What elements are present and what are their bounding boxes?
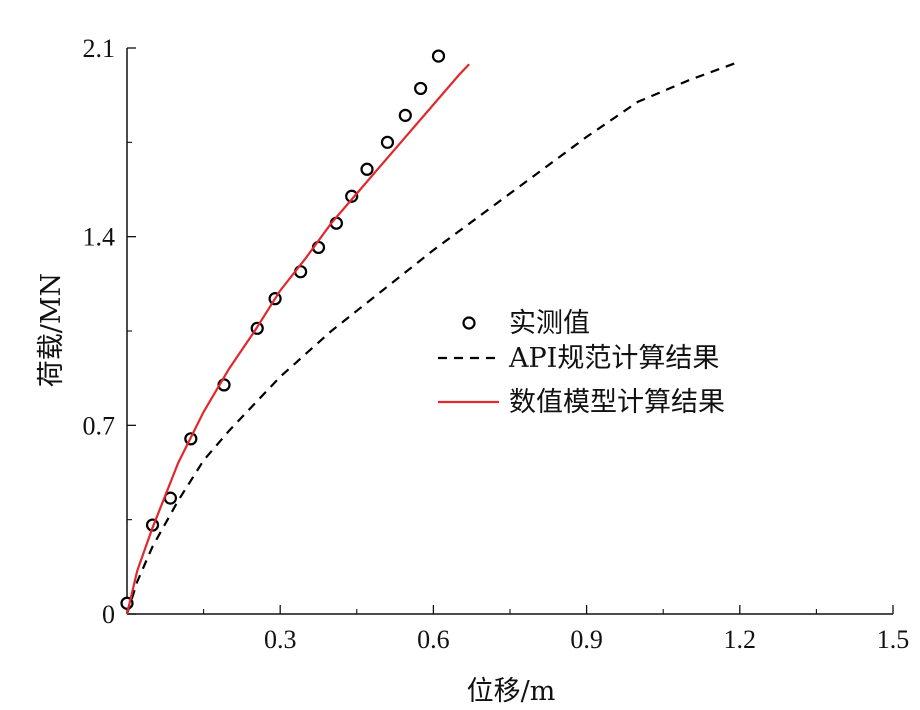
legend-entry-measured: 实测值 xyxy=(509,308,590,339)
ticks: 0.3 0.6 0.9 1.2 1.5 0 0.7 1.4 2.1 xyxy=(83,34,910,654)
data-point-measured xyxy=(414,81,428,96)
y-tick-label: 0 xyxy=(102,600,115,629)
series-line-api xyxy=(125,60,741,615)
y-tick-label: 2.1 xyxy=(83,34,116,63)
y-tick-label: 0.7 xyxy=(83,411,116,440)
y-tick-label: 1.4 xyxy=(83,223,116,252)
legend-marker-measured xyxy=(462,316,476,330)
data-point-measured xyxy=(431,49,446,63)
x-tick-label: 1.2 xyxy=(724,625,757,654)
x-tick-label: 0.6 xyxy=(417,625,450,654)
data-point-measured xyxy=(398,108,412,122)
data-point-measured xyxy=(360,162,374,176)
series-line-numerical xyxy=(125,63,470,615)
x-tick-label: 1.5 xyxy=(877,625,910,654)
x-tick-label: 0.3 xyxy=(264,625,297,654)
data-point-measured xyxy=(380,135,395,149)
series-layer xyxy=(120,49,741,615)
legend-entry-api: API规范计算结果 xyxy=(508,343,719,374)
legend-entry-numerical: 数值模型计算结果 xyxy=(509,387,725,418)
data-point-measured xyxy=(345,189,359,203)
x-axis-title: 位移/m xyxy=(467,676,556,707)
x-tick-label: 0.9 xyxy=(570,625,603,654)
y-axis-title: 荷载/MN xyxy=(36,273,67,387)
